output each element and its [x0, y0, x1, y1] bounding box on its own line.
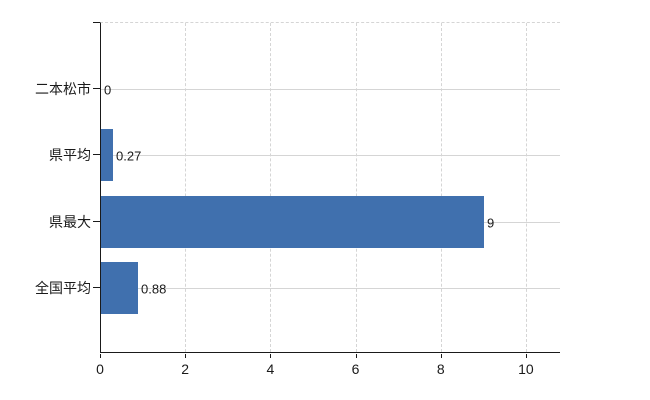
x-gridline — [440, 23, 442, 352]
y-gridline — [101, 288, 560, 289]
x-tick-label: 10 — [518, 361, 534, 377]
bar — [101, 196, 484, 248]
y-axis-tick — [93, 88, 100, 89]
x-tick-label: 2 — [181, 361, 190, 377]
y-axis-top-tick — [93, 22, 100, 23]
x-gridline — [185, 23, 187, 352]
bar-value-label: 9 — [487, 215, 495, 231]
x-axis-tick — [525, 354, 527, 358]
bar-value-label: 0.27 — [116, 148, 142, 164]
bar — [101, 129, 113, 181]
x-axis-tick — [440, 354, 442, 358]
y-axis-tick — [93, 287, 100, 288]
x-axis-tick — [185, 354, 187, 358]
x-tick-label: 4 — [266, 361, 275, 377]
bar-value-label: 0.88 — [141, 281, 167, 297]
category-label: 県平均 — [49, 147, 91, 163]
y-axis-tick — [93, 221, 100, 222]
x-gridline — [355, 23, 357, 352]
x-gridline — [525, 23, 527, 352]
category-label: 全国平均 — [35, 280, 91, 296]
x-gridline — [270, 23, 272, 352]
bar — [101, 262, 138, 314]
y-axis-tick — [93, 154, 100, 155]
category-label: 二本松市 — [35, 81, 91, 97]
category-label: 県最大 — [49, 214, 91, 230]
bar-value-label: 0 — [104, 82, 112, 98]
x-tick-label: 0 — [96, 361, 104, 377]
y-gridline — [101, 89, 560, 90]
y-gridline — [101, 155, 560, 156]
x-tick-label: 6 — [351, 361, 360, 377]
x-axis-tick — [100, 354, 101, 358]
x-tick-label: 8 — [436, 361, 445, 377]
plot-area: 0 0.27 9 0.88 — [100, 22, 560, 353]
x-axis-tick — [270, 354, 272, 358]
x-axis-tick — [355, 354, 357, 358]
